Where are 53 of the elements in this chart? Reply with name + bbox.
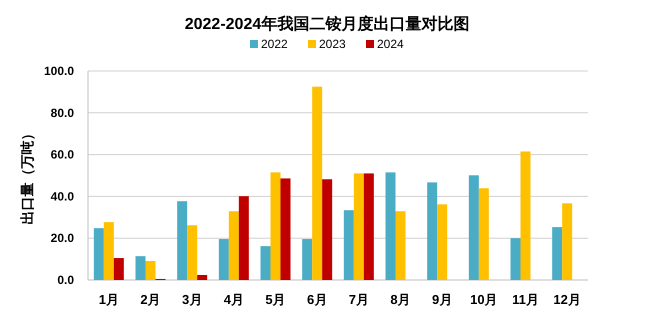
bar xyxy=(238,196,249,280)
bar xyxy=(562,203,572,280)
bar xyxy=(104,222,114,280)
legend-label: 2022 xyxy=(261,37,288,51)
y-tick-label: 0.0 xyxy=(57,273,74,287)
x-tick-label: 9月 xyxy=(432,292,452,307)
bar xyxy=(344,210,354,280)
bar xyxy=(302,239,312,280)
bar xyxy=(552,227,562,280)
y-tick-label: 100.0 xyxy=(44,64,74,78)
x-tick-label: 3月 xyxy=(182,292,202,307)
x-tick-label: 11月 xyxy=(512,292,539,307)
bar xyxy=(177,201,188,280)
bar xyxy=(386,172,396,280)
bar xyxy=(354,173,364,280)
x-tick-label: 2月 xyxy=(140,292,161,307)
bar xyxy=(136,256,146,280)
bar xyxy=(427,182,438,280)
bar xyxy=(146,260,156,280)
bar xyxy=(114,258,124,280)
bar xyxy=(510,238,520,280)
chart-title: 2022-2024年我国二铵月度出口量对比图 xyxy=(184,14,470,33)
bar xyxy=(396,211,406,280)
bar xyxy=(187,225,198,280)
legend-label: 2024 xyxy=(377,37,404,51)
x-tick-label: 8月 xyxy=(390,292,411,307)
bar xyxy=(468,175,479,280)
x-tick-label: 1月 xyxy=(98,292,119,307)
bar xyxy=(437,204,448,280)
x-tick-label: 12月 xyxy=(553,292,581,307)
y-axis-title: 出口量（万吨） xyxy=(19,126,35,224)
bar xyxy=(228,211,239,280)
y-tick-label: 20.0 xyxy=(50,231,74,246)
x-tick-label: 10月 xyxy=(470,292,498,307)
y-tick-label: 40.0 xyxy=(50,189,74,204)
bar xyxy=(322,179,332,280)
bar xyxy=(312,86,322,280)
bar xyxy=(94,228,104,280)
bar xyxy=(520,151,530,280)
x-tick-label: 6月 xyxy=(307,292,328,307)
legend-label: 2023 xyxy=(319,37,346,51)
bar xyxy=(364,173,374,280)
bar xyxy=(270,172,280,280)
x-tick-label: 7月 xyxy=(348,292,369,307)
x-tick-label: 5月 xyxy=(265,292,286,307)
bar xyxy=(218,239,229,280)
bar xyxy=(197,274,208,280)
y-tick-label: 60.0 xyxy=(50,148,74,162)
bar xyxy=(280,178,290,280)
y-tick-label: 80.0 xyxy=(50,106,74,120)
bar xyxy=(260,246,270,280)
x-tick-label: 4月 xyxy=(224,292,244,307)
bar xyxy=(478,188,489,280)
